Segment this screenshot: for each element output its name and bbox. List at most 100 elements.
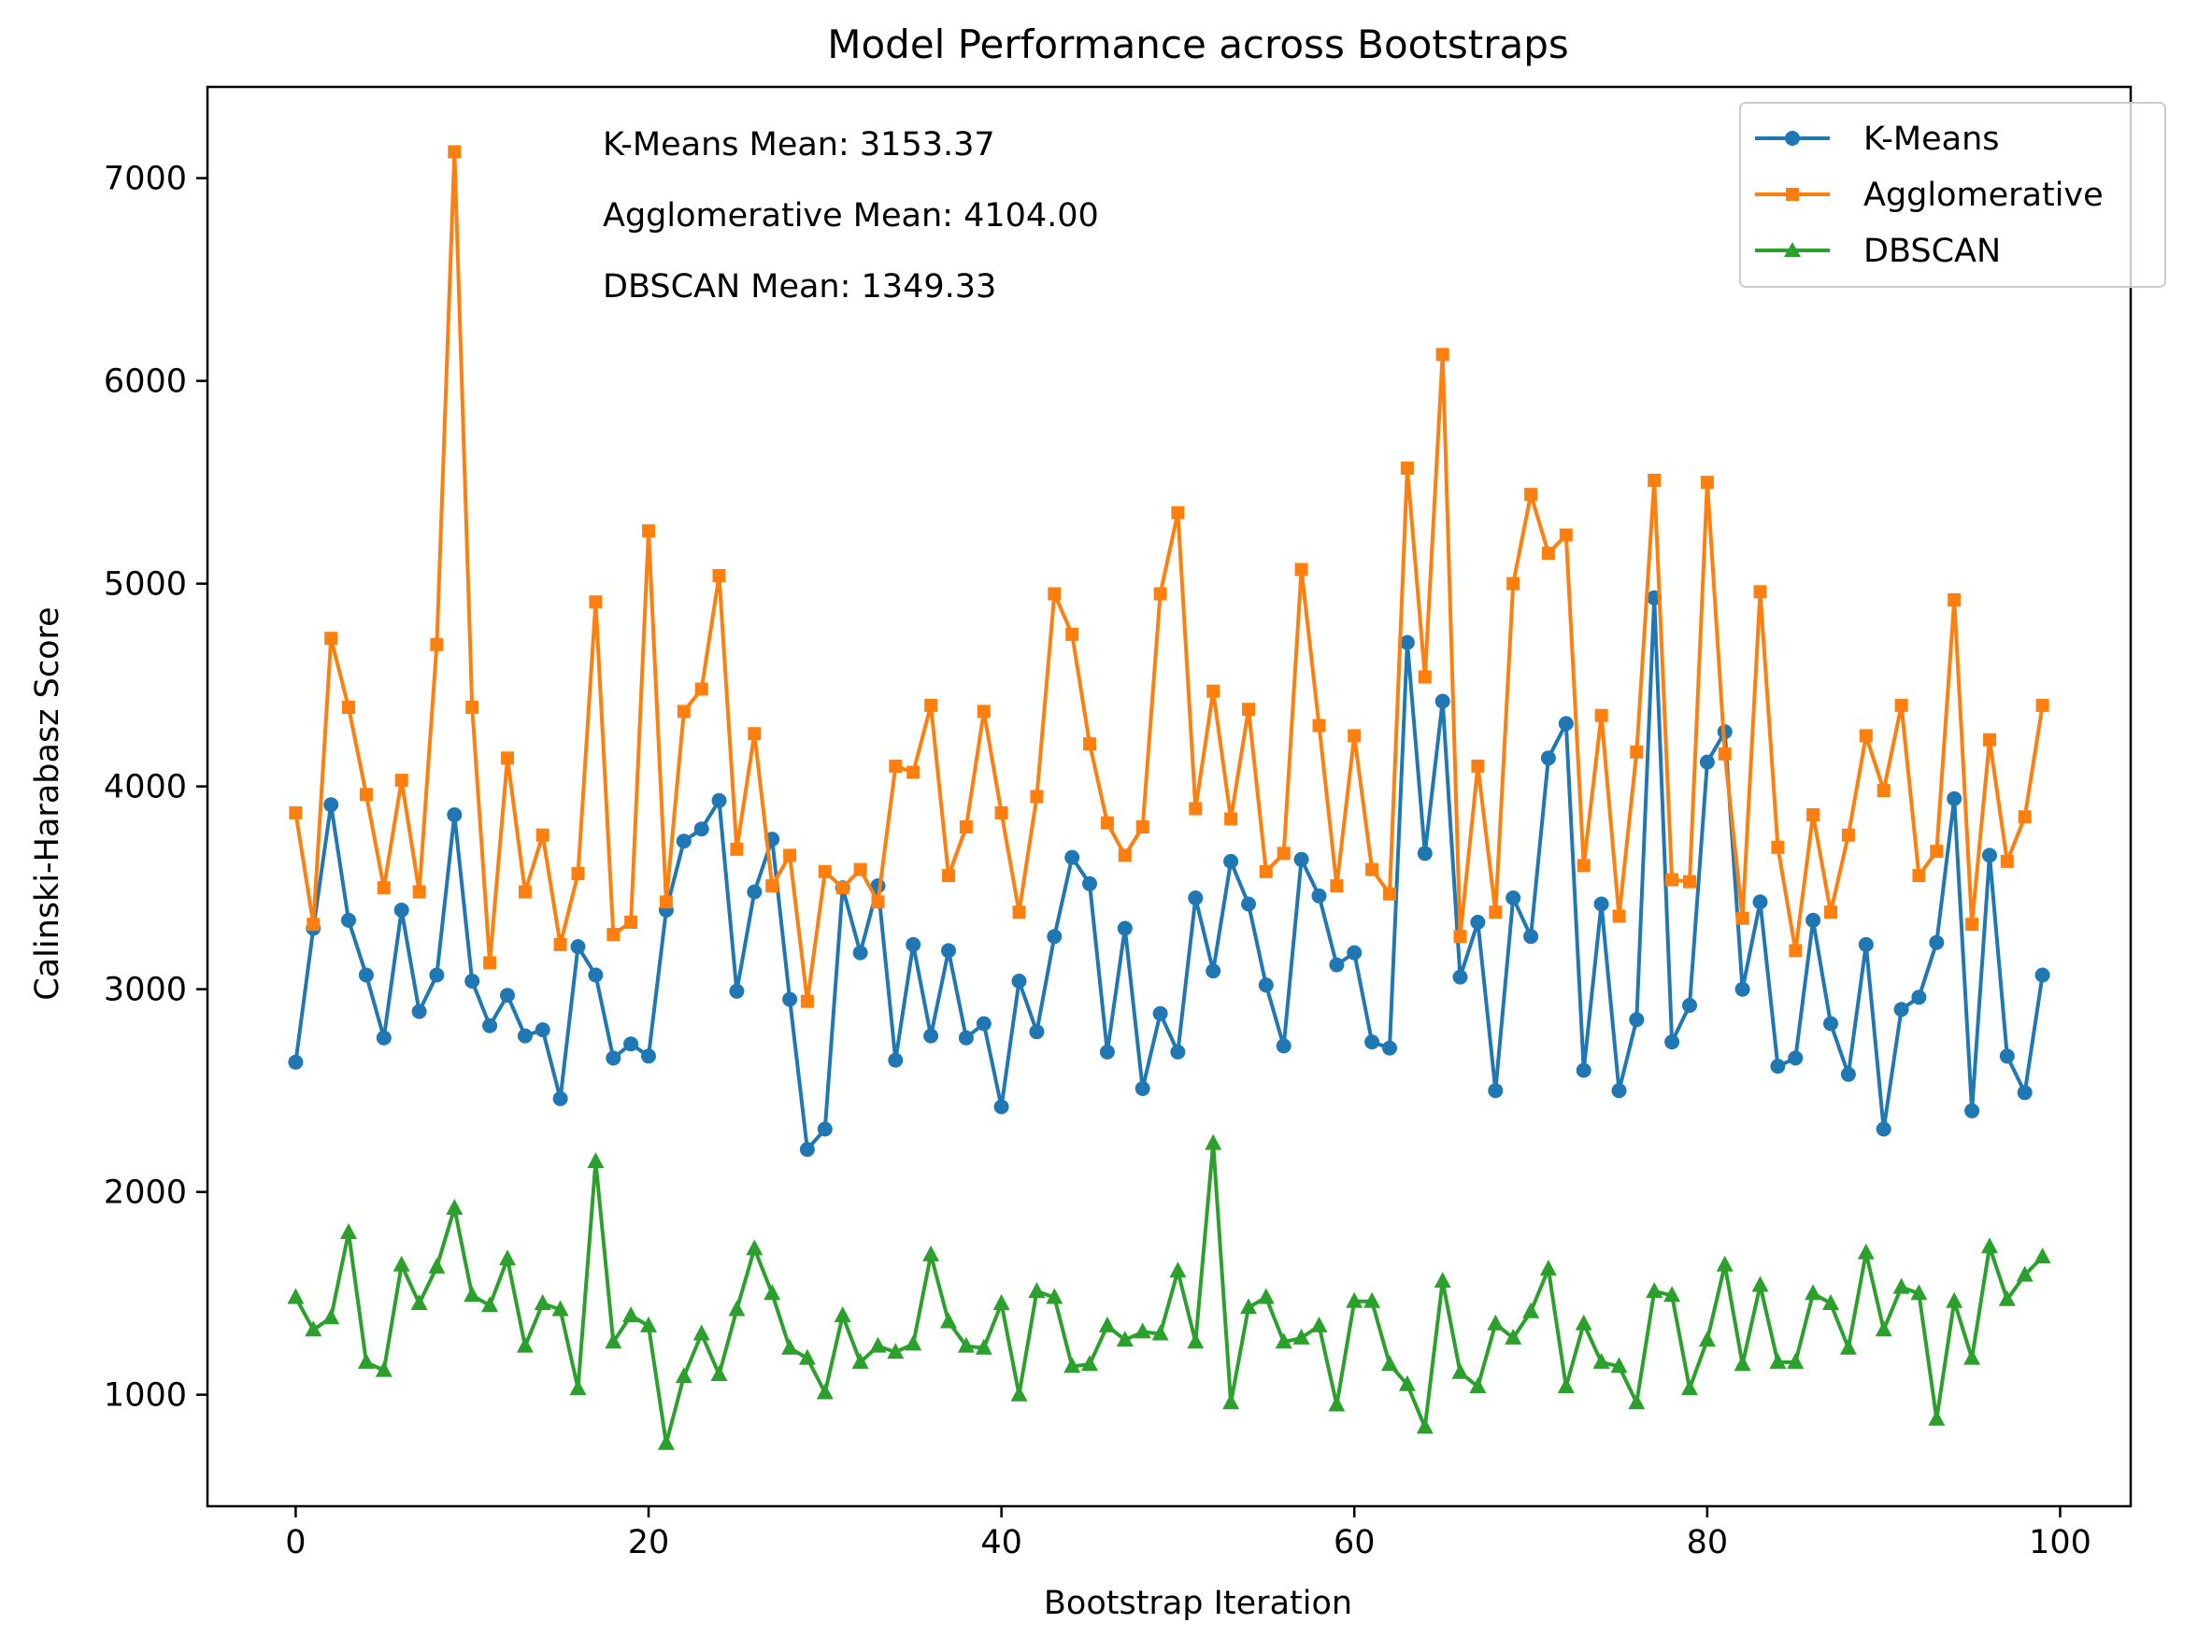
- y-axis-label: Calinski-Harabasz Score: [29, 606, 66, 1000]
- data-point-agglomerative: [289, 805, 303, 819]
- data-point-k-means: [1788, 1050, 1804, 1066]
- data-point-k-means: [1911, 990, 1927, 1005]
- y-tick-label: 2000: [104, 1175, 187, 1212]
- data-point-k-means: [358, 967, 374, 983]
- data-point-dbscan: [569, 1379, 587, 1396]
- legend-label-dbscan: DBSCAN: [1863, 233, 2001, 270]
- data-point-k-means: [1434, 693, 1450, 709]
- data-point-agglomerative: [765, 879, 779, 892]
- data-point-k-means: [1188, 890, 1204, 905]
- data-point-dbscan: [1028, 1282, 1046, 1298]
- data-point-k-means: [517, 1028, 533, 1044]
- legend-marker-kmeans: [1785, 131, 1800, 146]
- data-point-dbscan: [1822, 1294, 1839, 1310]
- data-point-k-means: [447, 807, 463, 822]
- data-point-agglomerative: [942, 869, 955, 883]
- data-point-agglomerative: [1242, 703, 1255, 717]
- data-point-k-means: [2034, 967, 2050, 983]
- data-point-agglomerative: [1118, 848, 1132, 862]
- data-point-agglomerative: [994, 805, 1008, 819]
- data-point-agglomerative: [642, 524, 655, 538]
- data-point-k-means: [1506, 890, 1521, 905]
- data-point-agglomerative: [1330, 879, 1344, 892]
- data-point-dbscan: [640, 1316, 657, 1332]
- legend-frame: [1739, 102, 2166, 288]
- data-point-dbscan: [851, 1352, 869, 1369]
- data-point-dbscan: [1751, 1275, 1769, 1292]
- data-point-k-means: [1823, 1016, 1838, 1032]
- data-point-agglomerative: [448, 145, 462, 159]
- data-point-agglomerative: [1189, 802, 1203, 816]
- data-point-k-means: [888, 1052, 904, 1068]
- data-point-agglomerative: [518, 885, 532, 899]
- data-point-agglomerative: [977, 705, 991, 719]
- data-point-dbscan: [287, 1288, 305, 1304]
- data-point-k-means: [747, 884, 763, 900]
- data-point-agglomerative: [1612, 909, 1626, 923]
- x-tick-label: 0: [285, 1524, 306, 1561]
- data-point-dbscan: [710, 1365, 728, 1381]
- data-point-dbscan: [1910, 1284, 1928, 1301]
- data-point-agglomerative: [730, 842, 744, 856]
- data-point-agglomerative: [307, 918, 321, 932]
- data-point-dbscan: [357, 1352, 375, 1369]
- data-point-dbscan: [1575, 1314, 1592, 1331]
- data-point-k-means: [1223, 853, 1239, 869]
- y-tick-label: 4000: [104, 769, 187, 806]
- data-point-k-means: [1682, 998, 1697, 1013]
- data-point-k-means: [1047, 929, 1063, 945]
- x-tick-label: 40: [980, 1524, 1022, 1561]
- data-point-k-means: [500, 988, 515, 1004]
- data-point-dbscan: [322, 1308, 340, 1325]
- data-point-agglomerative: [359, 788, 373, 802]
- data-point-agglomerative: [1030, 790, 1044, 804]
- data-point-k-means: [1364, 1034, 1380, 1050]
- data-point-k-means: [1311, 888, 1327, 904]
- legend-label-agglomerative: Agglomerative: [1863, 177, 2104, 214]
- data-point-k-means: [429, 967, 445, 983]
- x-axis-label: Bootstrap Iteration: [1044, 1585, 1352, 1622]
- data-point-dbscan: [1892, 1277, 1910, 1294]
- data-point-agglomerative: [1877, 784, 1891, 797]
- data-point-dbscan: [1663, 1286, 1681, 1303]
- data-point-k-means: [1629, 1012, 1645, 1028]
- data-point-dbscan: [305, 1320, 322, 1337]
- data-point-k-means: [482, 1018, 498, 1033]
- data-point-agglomerative: [1912, 869, 1926, 883]
- data-point-k-means: [1999, 1048, 2015, 1064]
- data-point-agglomerative: [1453, 930, 1467, 944]
- data-point-dbscan: [1592, 1352, 1610, 1369]
- data-point-dbscan: [1839, 1338, 1857, 1355]
- data-point-k-means: [1382, 1040, 1397, 1056]
- plot-area: 0 20 40 60 80 100 1000 2000 3000 4000 5000 6000 7000: [104, 85, 2133, 1561]
- data-point-k-means: [606, 1050, 621, 1066]
- data-point-dbscan: [1381, 1355, 1398, 1372]
- data-point-k-means: [1576, 1062, 1591, 1078]
- data-point-k-means: [1876, 1121, 1891, 1137]
- data-point-agglomerative: [694, 682, 708, 696]
- data-point-k-means: [711, 792, 727, 808]
- series-line-k-means: [293, 595, 2045, 1152]
- agglomerative-mean-annotation: Agglomerative Mean: 4104.00: [603, 197, 1099, 235]
- series-agglomerative: [289, 145, 2049, 1008]
- data-point-k-means: [1982, 847, 1997, 863]
- data-point-dbscan: [1769, 1352, 1787, 1369]
- y-tick-label: 6000: [104, 363, 187, 401]
- data-point-dbscan: [1081, 1355, 1098, 1372]
- data-point-k-means: [1064, 849, 1080, 865]
- data-point-k-means: [958, 1030, 974, 1046]
- x-tick-label: 100: [2029, 1524, 2091, 1561]
- data-point-agglomerative: [677, 705, 691, 719]
- data-point-dbscan: [781, 1338, 799, 1355]
- data-point-dbscan: [1469, 1377, 1487, 1393]
- data-point-dbscan: [746, 1239, 763, 1256]
- data-point-agglomerative: [1948, 593, 1962, 606]
- data-point-agglomerative: [1735, 911, 1749, 925]
- data-point-k-means: [1452, 969, 1468, 985]
- data-point-agglomerative: [1630, 745, 1644, 759]
- data-point-agglomerative: [1965, 918, 1979, 932]
- data-point-agglomerative: [465, 701, 479, 714]
- data-point-k-means: [1523, 929, 1539, 945]
- data-point-dbscan: [481, 1296, 499, 1313]
- data-point-agglomerative: [1700, 476, 1714, 490]
